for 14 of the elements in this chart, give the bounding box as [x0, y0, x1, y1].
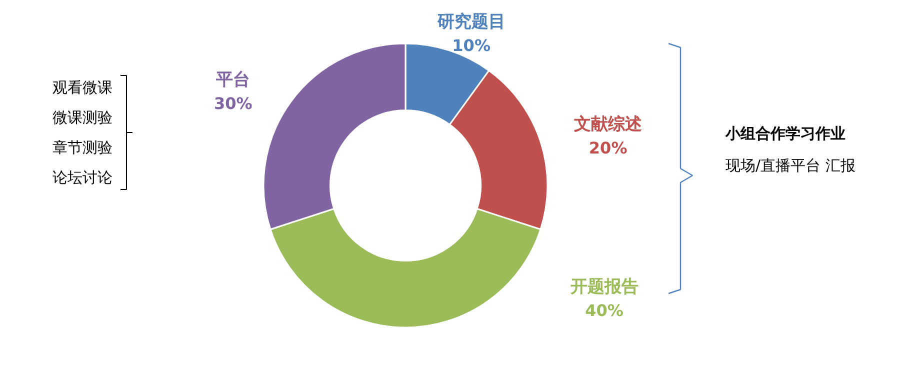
slice-label: 平台 [215, 70, 250, 90]
data-label: 30% [214, 94, 252, 114]
text: 现场/直播平台 汇报 [726, 156, 856, 174]
slice-label: 开题报告 [569, 277, 638, 298]
data-label: 40% [585, 301, 624, 320]
text: 论坛讨论 [52, 168, 112, 186]
data-label: 20% [588, 138, 628, 158]
slice-label: 研究题目 [436, 12, 506, 32]
slice-label: 文献综述 [573, 114, 644, 134]
text: 微课测验 [52, 108, 112, 126]
text: 小组合作学习作业 [724, 124, 846, 142]
text: 章节测验 [52, 138, 112, 156]
text: 观看微课 [52, 78, 112, 96]
data-label: 10% [452, 36, 490, 56]
